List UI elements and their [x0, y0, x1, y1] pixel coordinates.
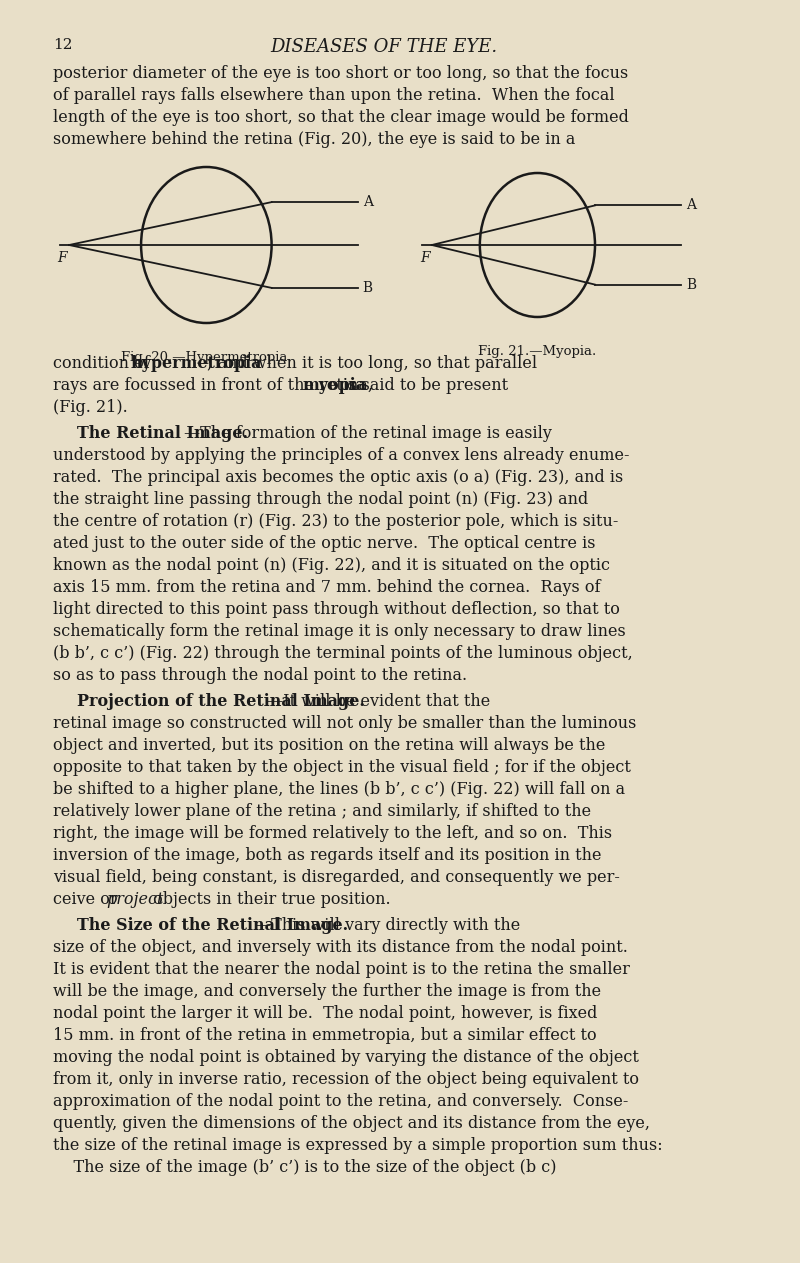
- Text: posterior diameter of the eye is too short or too long, so that the focus: posterior diameter of the eye is too sho…: [53, 64, 628, 82]
- Text: —This will vary directly with the: —This will vary directly with the: [255, 917, 521, 935]
- Text: project: project: [106, 890, 164, 908]
- Text: It is evident that the nearer the nodal point is to the retina the smaller: It is evident that the nearer the nodal …: [53, 961, 630, 978]
- Text: ; and when it is too long, so that parallel: ; and when it is too long, so that paral…: [207, 355, 538, 373]
- Text: right, the image will be formed relatively to the left, and so on.  This: right, the image will be formed relative…: [53, 825, 612, 842]
- Text: The Size of the Retinal Image.: The Size of the Retinal Image.: [77, 917, 348, 935]
- Text: so as to pass through the nodal point to the retina.: so as to pass through the nodal point to…: [53, 667, 467, 685]
- Text: DISEASES OF THE EYE.: DISEASES OF THE EYE.: [270, 38, 498, 56]
- Text: opposite to that taken by the object in the visual field ; for if the object: opposite to that taken by the object in …: [53, 759, 630, 775]
- Text: A: A: [686, 198, 696, 212]
- Text: rays are focussed in front of the retina,: rays are focussed in front of the retina…: [53, 376, 378, 394]
- Text: nodal point the larger it will be.  The nodal point, however, is fixed: nodal point the larger it will be. The n…: [53, 1005, 597, 1022]
- Text: Projection of the Retinal Image.: Projection of the Retinal Image.: [77, 693, 365, 710]
- Text: is said to be present: is said to be present: [338, 376, 509, 394]
- Text: axis 15 mm. from the retina and 7 mm. behind the cornea.  Rays of: axis 15 mm. from the retina and 7 mm. be…: [53, 578, 600, 596]
- Text: approximation of the nodal point to the retina, and conversely.  Conse-: approximation of the nodal point to the …: [53, 1092, 628, 1110]
- Text: myopia: myopia: [302, 376, 367, 394]
- Text: F: F: [58, 251, 67, 265]
- Text: object and inverted, but its position on the retina will always be the: object and inverted, but its position on…: [53, 738, 605, 754]
- Text: light directed to this point pass through without deflection, so that to: light directed to this point pass throug…: [53, 601, 620, 618]
- Text: (Fig. 21).: (Fig. 21).: [53, 399, 127, 416]
- Text: will be the image, and conversely the further the image is from the: will be the image, and conversely the fu…: [53, 983, 601, 1000]
- Text: known as the nodal point (n) (Fig. 22), and it is situated on the optic: known as the nodal point (n) (Fig. 22), …: [53, 557, 610, 573]
- Text: hypermetropia: hypermetropia: [130, 355, 262, 373]
- Text: A: A: [362, 195, 373, 210]
- Text: B: B: [362, 280, 373, 294]
- Text: F: F: [420, 251, 430, 265]
- Text: of parallel rays falls elsewhere than upon the retina.  When the focal: of parallel rays falls elsewhere than up…: [53, 87, 614, 104]
- Text: Fig. 20.—Hypermetropia.: Fig. 20.—Hypermetropia.: [121, 351, 292, 364]
- Text: (b b’, c c’) (Fig. 22) through the terminal points of the luminous object,: (b b’, c c’) (Fig. 22) through the termi…: [53, 645, 633, 662]
- Text: Fig. 21.—Myopia.: Fig. 21.—Myopia.: [478, 345, 597, 357]
- Text: ceive or: ceive or: [53, 890, 122, 908]
- Text: The Retinal Image.: The Retinal Image.: [77, 426, 248, 442]
- Text: rated.  The principal axis becomes the optic axis (o a) (Fig. 23), and is: rated. The principal axis becomes the op…: [53, 469, 623, 486]
- Text: objects in their true position.: objects in their true position.: [148, 890, 390, 908]
- Text: moving the nodal point is obtained by varying the distance of the object: moving the nodal point is obtained by va…: [53, 1050, 638, 1066]
- Text: understood by applying the principles of a convex lens already enume-: understood by applying the principles of…: [53, 447, 630, 464]
- Text: inversion of the image, both as regards itself and its position in the: inversion of the image, both as regards …: [53, 847, 602, 864]
- Text: —It will be evident that the: —It will be evident that the: [267, 693, 490, 710]
- Text: from it, only in inverse ratio, recession of the object being equivalent to: from it, only in inverse ratio, recessio…: [53, 1071, 638, 1087]
- Text: 15 mm. in front of the retina in emmetropia, but a similar effect to: 15 mm. in front of the retina in emmetro…: [53, 1027, 597, 1045]
- Text: ated just to the outer side of the optic nerve.  The optical centre is: ated just to the outer side of the optic…: [53, 536, 595, 552]
- Text: retinal image so constructed will not only be smaller than the luminous: retinal image so constructed will not on…: [53, 715, 636, 733]
- Text: visual field, being constant, is disregarded, and consequently we per-: visual field, being constant, is disrega…: [53, 869, 620, 887]
- Text: condition of: condition of: [53, 355, 154, 373]
- Text: somewhere behind the retina (Fig. 20), the eye is said to be in a: somewhere behind the retina (Fig. 20), t…: [53, 131, 575, 148]
- Text: size of the object, and inversely with its distance from the nodal point.: size of the object, and inversely with i…: [53, 938, 628, 956]
- Text: B: B: [686, 278, 696, 292]
- Text: schematically form the retinal image it is only necessary to draw lines: schematically form the retinal image it …: [53, 623, 626, 640]
- Text: 12: 12: [53, 38, 72, 52]
- Text: the straight line passing through the nodal point (n) (Fig. 23) and: the straight line passing through the no…: [53, 491, 588, 508]
- Text: —The formation of the retinal image is easily: —The formation of the retinal image is e…: [184, 426, 552, 442]
- Text: The size of the image (b’ c’) is to the size of the object (b c): The size of the image (b’ c’) is to the …: [53, 1159, 556, 1176]
- Text: relatively lower plane of the retina ; and similarly, if shifted to the: relatively lower plane of the retina ; a…: [53, 803, 591, 820]
- Text: be shifted to a higher plane, the lines (b b’, c c’) (Fig. 22) will fall on a: be shifted to a higher plane, the lines …: [53, 781, 625, 798]
- Text: length of the eye is too short, so that the clear image would be formed: length of the eye is too short, so that …: [53, 109, 629, 126]
- Text: quently, given the dimensions of the object and its distance from the eye,: quently, given the dimensions of the obj…: [53, 1115, 650, 1132]
- Text: the size of the retinal image is expressed by a simple proportion sum thus:: the size of the retinal image is express…: [53, 1137, 662, 1154]
- Text: the centre of rotation (r) (Fig. 23) to the posterior pole, which is situ-: the centre of rotation (r) (Fig. 23) to …: [53, 513, 618, 530]
